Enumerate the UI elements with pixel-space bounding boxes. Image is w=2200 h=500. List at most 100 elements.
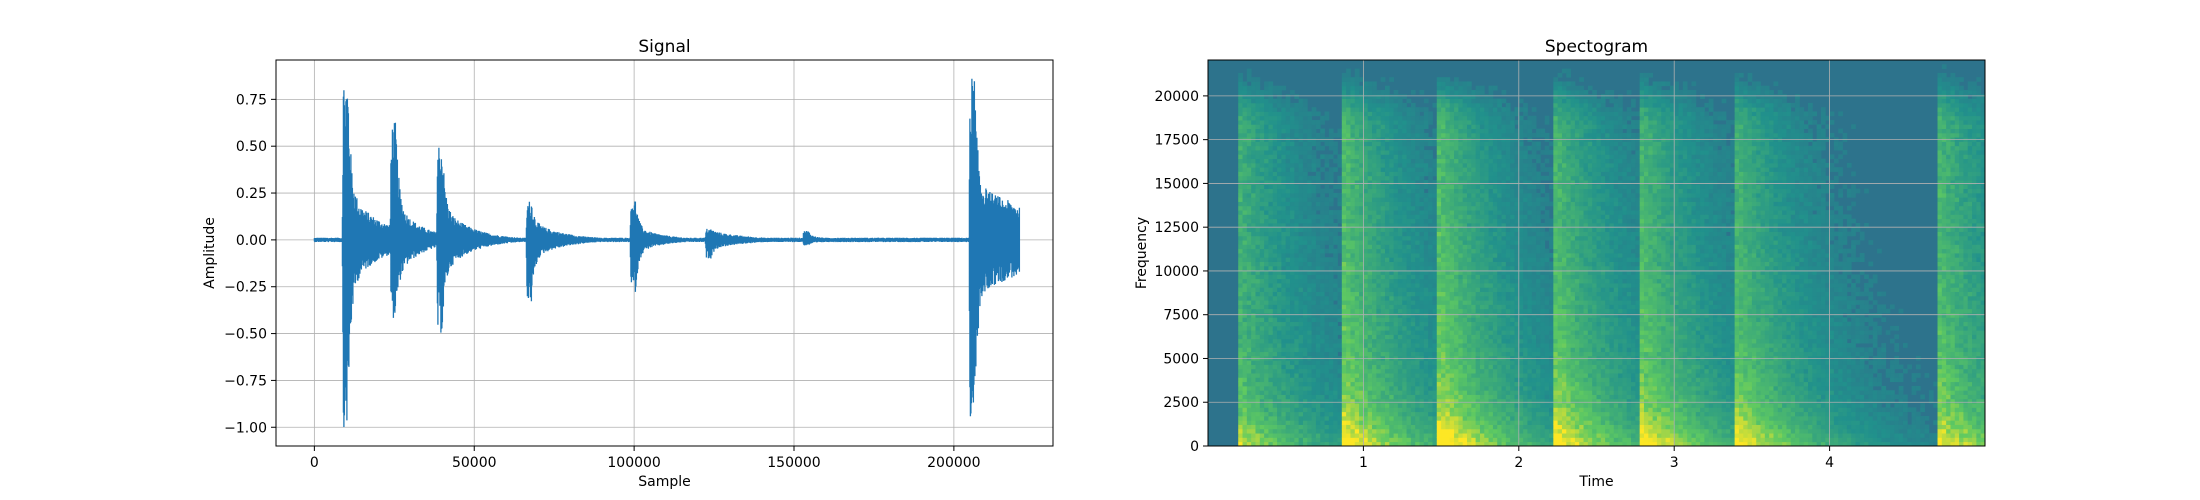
spectrogram-cell <box>1328 428 1334 434</box>
spectrogram-cell <box>1423 437 1429 443</box>
spectrogram-cell <box>1255 394 1261 400</box>
spectrogram-cell <box>1492 364 1498 370</box>
spectrogram-cell <box>1406 128 1412 134</box>
spectrogram-cell <box>1389 420 1395 425</box>
spectrogram-cell <box>1402 321 1407 327</box>
spectrogram-cell <box>1255 81 1261 87</box>
spectrogram-cell <box>1445 437 1451 443</box>
spectrogram-cell <box>1242 295 1248 301</box>
spectrogram-cell <box>1290 184 1295 190</box>
spectrogram-cell <box>1350 291 1356 297</box>
spectrogram-cell <box>1350 278 1356 284</box>
spectrogram-cell <box>1242 407 1248 413</box>
spectrogram-cell <box>1328 283 1334 288</box>
spectrogram-cell <box>1367 180 1373 185</box>
signal-waveform <box>313 78 1021 427</box>
spectrogram-cell <box>1458 373 1464 378</box>
spectrogram-cell <box>1333 373 1338 378</box>
spectrogram-cell <box>1320 115 1325 121</box>
spectrogram-cell <box>1406 407 1412 413</box>
spectrogram-cell <box>1436 257 1442 262</box>
spectrogram-cell <box>1449 235 1455 241</box>
spectrogram-cell <box>1467 373 1472 378</box>
spectrogram-cell <box>1346 287 1351 292</box>
spectrogram-cell <box>1367 253 1373 258</box>
spectrogram-cell <box>1337 158 1343 164</box>
spectrogram-cell <box>1492 424 1498 430</box>
spectrogram-cell <box>1397 201 1403 207</box>
spectrogram-cell <box>1255 98 1261 104</box>
spectrogram-cell <box>1281 428 1287 434</box>
spectrogram-cell <box>1264 325 1269 331</box>
spectrogram-cell <box>1458 441 1464 446</box>
spectrogram-cell <box>1324 287 1330 292</box>
spectrogram-cell <box>1380 222 1386 228</box>
spectrogram-cell <box>1246 257 1252 262</box>
spectrogram-cell <box>1419 351 1425 357</box>
spectrogram-cell <box>1367 381 1373 387</box>
spectrogram-cell <box>1315 351 1321 357</box>
spectrogram-cell <box>1441 94 1446 99</box>
spectrogram-cell <box>1251 274 1256 280</box>
spectrogram-cell <box>1441 424 1446 430</box>
spectrogram-cell <box>1384 248 1390 254</box>
spectrogram-cell <box>1419 171 1425 177</box>
spectrogram-cell <box>1363 403 1369 408</box>
spectrogram-cell <box>1311 210 1317 215</box>
spectrogram-cell <box>1402 218 1407 224</box>
spectrogram-cell <box>1242 180 1248 185</box>
signal-y-tick-label: −1.00 <box>224 420 267 436</box>
spectrogram-cell <box>1320 132 1325 138</box>
spectrogram-cell <box>1246 154 1252 160</box>
spectrogram-cell <box>1372 81 1377 87</box>
spectrogram-cell <box>1302 411 1308 417</box>
spectrogram-cell <box>1341 240 1347 245</box>
spectrogram-cell <box>1402 94 1407 99</box>
spectrogram-cell <box>1475 330 1481 335</box>
spectrogram-cell <box>1367 240 1373 245</box>
spectrogram-cell <box>1251 407 1256 413</box>
spectrogram-cell <box>1454 227 1459 232</box>
spectrogram-cell <box>1294 150 1300 155</box>
spectrogram-cell <box>1467 274 1472 280</box>
spectrogram-cell <box>1238 85 1243 91</box>
signal-x-tick-label: 150000 <box>767 455 820 471</box>
spectrogram-cell <box>1264 184 1269 190</box>
spectrogram-cell <box>1471 300 1477 305</box>
spectrogram-cell <box>1251 197 1256 202</box>
spectrogram-cell <box>1238 141 1243 147</box>
spectrogram-cell <box>1406 235 1412 241</box>
spectrogram-cell <box>1492 437 1498 443</box>
spectrogram-cell <box>1285 145 1291 151</box>
spectrogram-cell <box>1488 424 1494 430</box>
spectrogram-cell <box>1397 132 1403 138</box>
spectrogram-cell <box>1307 240 1312 245</box>
spectrogram-cell <box>1458 115 1464 121</box>
spectrogram-cell <box>1376 222 1382 228</box>
spectrogram-cell <box>1479 394 1485 400</box>
spectrogram-cell <box>1367 330 1373 335</box>
spectrogram-cell <box>1264 205 1269 211</box>
spectrogram-cell <box>1436 188 1442 194</box>
spectrogram-cell <box>1384 111 1390 117</box>
spectrogram-cell <box>1320 287 1325 292</box>
spectrogram-cell <box>1384 343 1390 348</box>
spectrogram-cell <box>1311 360 1317 365</box>
spectrogram-cell <box>1251 77 1256 82</box>
spectrogram-cell <box>1441 132 1446 138</box>
spectrogram-cell <box>1350 205 1356 211</box>
spectrogram-cell <box>1320 398 1325 404</box>
spectrogram-cell <box>1294 120 1300 125</box>
spectrogram-cell <box>1471 244 1477 250</box>
spectrogram-cell <box>1436 175 1442 181</box>
spectrogram-cell <box>1380 304 1386 310</box>
spectrogram-cell <box>1324 205 1330 211</box>
spectrogram-cell <box>1367 321 1373 327</box>
spectrogram-cell <box>1479 210 1485 215</box>
spectrogram-cell <box>1488 287 1494 292</box>
spectrogram-cell <box>1492 85 1498 91</box>
spectrogram-cell <box>1432 192 1438 198</box>
spectrogram-cell <box>1415 274 1420 280</box>
spectrogram-cell <box>1410 171 1416 177</box>
spectrogram-cell <box>1363 291 1369 297</box>
